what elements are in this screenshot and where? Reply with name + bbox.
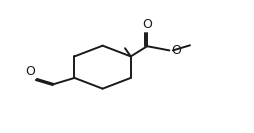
Text: O: O — [25, 65, 35, 78]
Text: O: O — [171, 44, 181, 57]
Text: O: O — [142, 18, 152, 31]
